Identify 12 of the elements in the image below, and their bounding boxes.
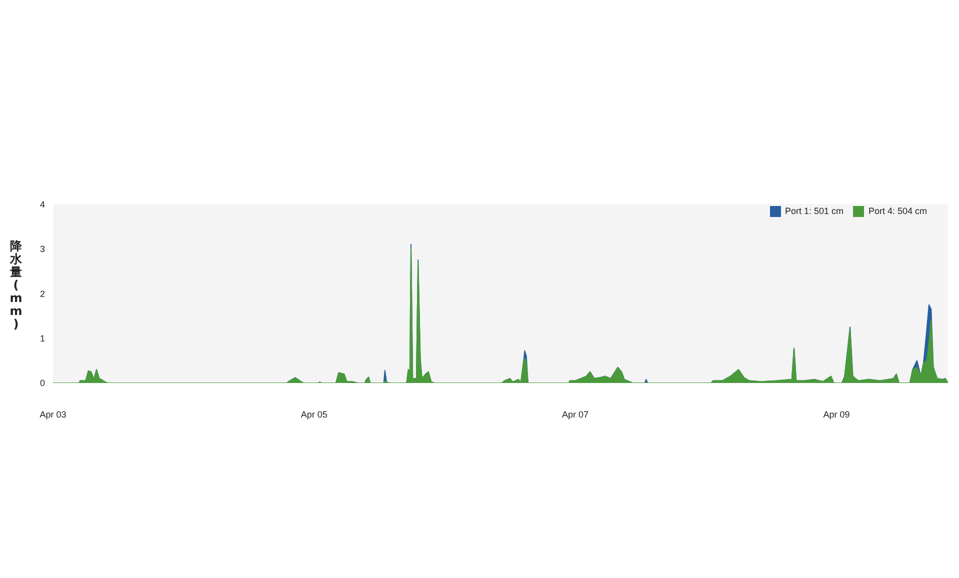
y-tick-label: 4	[40, 199, 45, 210]
y-tick-label: 0	[40, 378, 45, 388]
y-tick-label: 3	[40, 244, 45, 254]
y-tick-label: 1	[40, 333, 45, 344]
x-tick-label: Apr 03	[40, 409, 66, 420]
y-axis-title: 降水量(mm)	[10, 239, 22, 331]
legend-label: Port 4: 504 cm	[868, 206, 927, 216]
x-tick-label: Apr 05	[300, 409, 328, 420]
legend-label: Port 1: 501 cm	[784, 206, 844, 216]
y-tick-label: 2	[40, 288, 45, 299]
x-tick-label: Apr 09	[823, 409, 850, 420]
x-tick-label: Apr 07	[562, 409, 589, 420]
